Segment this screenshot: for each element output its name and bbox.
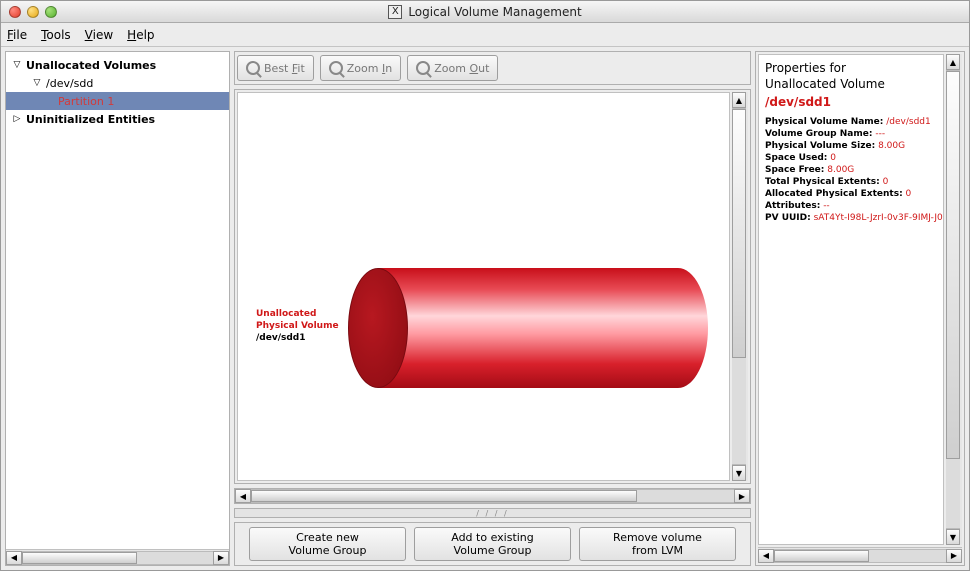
scroll-left-icon[interactable]: ◀: [235, 489, 251, 503]
create-vg-button[interactable]: Create newVolume Group: [249, 527, 406, 561]
scroll-up-icon[interactable]: ▲: [946, 54, 960, 70]
menu-file[interactable]: File: [7, 28, 27, 42]
window-title-text: Logical Volume Management: [408, 5, 581, 19]
property-row: Physical Volume Size: 8.00G: [765, 141, 937, 151]
pane-divider[interactable]: / / / /: [234, 508, 751, 518]
tree-label: Uninitialized Entities: [26, 113, 155, 126]
center-column: Best Fit Zoom In Zoom Out Unallocated Ph…: [234, 51, 751, 566]
zoom-window-button[interactable]: [45, 6, 57, 18]
property-row: Space Used: 0: [765, 153, 937, 163]
magnifier-minus-icon: [416, 61, 430, 75]
scroll-down-icon[interactable]: ▼: [732, 465, 746, 481]
property-row: PV UUID: sAT4Yt-I98L-JzrI-0v3F-9IMJ-J09t…: [765, 213, 937, 223]
properties-content: Properties for Unallocated Volume /dev/s…: [758, 54, 944, 545]
scroll-up-icon[interactable]: ▲: [732, 92, 746, 108]
volume-label: Unallocated Physical Volume /dev/sdd1: [256, 308, 339, 344]
tree-label: Unallocated Volumes: [26, 59, 156, 72]
scroll-track[interactable]: [946, 70, 960, 529]
volume-canvas: Unallocated Physical Volume /dev/sdd1: [237, 92, 730, 481]
scroll-left-icon[interactable]: ◀: [6, 551, 22, 565]
volume-tree: ▽ Unallocated Volumes ▽ /dev/sdd Partiti…: [6, 52, 229, 549]
zoom-in-button[interactable]: Zoom In: [320, 55, 401, 81]
canvas-hscroll[interactable]: ◀ ▶: [234, 488, 751, 504]
property-row: Allocated Physical Extents: 0: [765, 189, 937, 199]
add-to-vg-button[interactable]: Add to existingVolume Group: [414, 527, 571, 561]
volume-label-device: /dev/sdd1: [256, 332, 339, 344]
menu-help[interactable]: Help: [127, 28, 154, 42]
menubar: File Tools View Help: [1, 23, 969, 47]
tree-label: Partition 1: [58, 95, 114, 108]
best-fit-button[interactable]: Best Fit: [237, 55, 314, 81]
app-window: X Logical Volume Management File Tools V…: [0, 0, 970, 571]
property-row: Total Physical Extents: 0: [765, 177, 937, 187]
button-label: Add to existingVolume Group: [451, 531, 534, 557]
content-area: ▽ Unallocated Volumes ▽ /dev/sdd Partiti…: [1, 47, 969, 570]
volume-label-line2: Physical Volume: [256, 320, 339, 332]
scroll-right-icon[interactable]: ▶: [734, 489, 750, 503]
scroll-right-icon[interactable]: ▶: [946, 549, 962, 563]
sidebar-hscroll[interactable]: ◀ ▶: [6, 549, 229, 565]
zoom-toolbar: Best Fit Zoom In Zoom Out: [234, 51, 751, 85]
window-title: X Logical Volume Management: [1, 5, 969, 19]
props-header1: Properties for: [765, 61, 937, 75]
button-label: Create newVolume Group: [289, 531, 367, 557]
properties-panel: Properties for Unallocated Volume /dev/s…: [755, 51, 965, 566]
canvas-vscroll[interactable]: ▲ ▼: [732, 92, 748, 481]
sidebar: ▽ Unallocated Volumes ▽ /dev/sdd Partiti…: [5, 51, 230, 566]
caret-right-icon: ▷: [12, 114, 22, 124]
remove-from-lvm-button[interactable]: Remove volumefrom LVM: [579, 527, 736, 561]
property-row: Space Free: 8.00G: [765, 165, 937, 175]
props-header2: Unallocated Volume: [765, 77, 937, 91]
volume-cylinder[interactable]: [348, 268, 708, 388]
props-hscroll[interactable]: ◀ ▶: [758, 547, 962, 563]
property-row: Volume Group Name: ---: [765, 129, 937, 139]
action-bar: Create newVolume Group Add to existingVo…: [234, 522, 751, 566]
scroll-track[interactable]: [732, 108, 746, 465]
zoom-out-button[interactable]: Zoom Out: [407, 55, 498, 81]
props-device: /dev/sdd1: [765, 95, 937, 109]
scroll-track[interactable]: [251, 489, 734, 503]
scroll-left-icon[interactable]: ◀: [758, 549, 774, 563]
caret-down-icon: ▽: [12, 60, 22, 70]
scroll-down-icon[interactable]: ▼: [946, 529, 960, 545]
property-row: Attributes: --: [765, 201, 937, 211]
canvas-container: Unallocated Physical Volume /dev/sdd1 ▲: [234, 89, 751, 484]
tree-label: /dev/sdd: [46, 77, 93, 90]
magnifier-plus-icon: [329, 61, 343, 75]
tree-device-sdd[interactable]: ▽ /dev/sdd: [6, 74, 229, 92]
tree-uninitialized-entities[interactable]: ▷ Uninitialized Entities: [6, 110, 229, 128]
scroll-right-icon[interactable]: ▶: [213, 551, 229, 565]
scroll-track[interactable]: [774, 549, 946, 563]
window-controls: [1, 6, 57, 18]
button-label: Remove volumefrom LVM: [613, 531, 702, 557]
magnifier-icon: [246, 61, 260, 75]
menu-view[interactable]: View: [85, 28, 113, 42]
minimize-window-button[interactable]: [27, 6, 39, 18]
tree-unallocated-volumes[interactable]: ▽ Unallocated Volumes: [6, 56, 229, 74]
caret-down-icon: ▽: [32, 78, 42, 88]
property-row: Physical Volume Name: /dev/sdd1: [765, 117, 937, 127]
volume-label-line1: Unallocated: [256, 308, 339, 320]
x11-icon: X: [388, 5, 402, 19]
close-window-button[interactable]: [9, 6, 21, 18]
tree-partition-1[interactable]: Partition 1: [6, 92, 229, 110]
scroll-track[interactable]: [22, 551, 213, 565]
titlebar: X Logical Volume Management: [1, 1, 969, 23]
menu-tools[interactable]: Tools: [41, 28, 71, 42]
props-vscroll[interactable]: ▲ ▼: [946, 54, 962, 545]
